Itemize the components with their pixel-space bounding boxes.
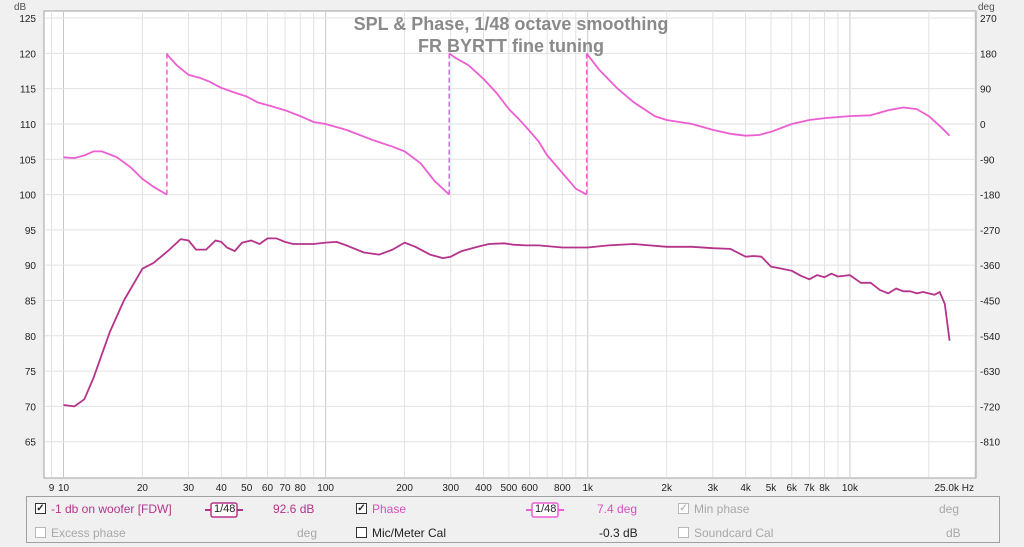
x-tick-label: 60 bbox=[262, 483, 274, 494]
x-tick-label: 4k bbox=[740, 483, 752, 494]
left-y-tick-label: 85 bbox=[25, 296, 37, 307]
right-y-tick-label: -810 bbox=[980, 438, 1000, 449]
soundcard-cal-label: Soundcard Cal bbox=[694, 526, 774, 540]
right-y-tick-label: 0 bbox=[980, 120, 986, 131]
x-tick-label: 80 bbox=[295, 483, 307, 494]
phase-smoothing-label: 1/48 bbox=[535, 503, 557, 515]
excess-phase-unit: deg bbox=[297, 526, 318, 540]
x-tick-label: 25.0k Hz bbox=[935, 483, 974, 494]
phase-curve bbox=[63, 150, 168, 196]
left-y-tick-label: 80 bbox=[25, 332, 37, 343]
left-y-tick-label: 120 bbox=[19, 49, 36, 60]
x-tick-label: 10k bbox=[842, 483, 859, 494]
x-tick-label: 70 bbox=[279, 483, 291, 494]
right-y-tick-label: -630 bbox=[980, 367, 1000, 378]
left-y-tick-label: 75 bbox=[25, 367, 37, 378]
x-tick-label: 9 bbox=[49, 483, 55, 494]
right-y-tick-label: -180 bbox=[980, 191, 1000, 202]
left-y-tick-label: 100 bbox=[19, 191, 36, 202]
spl-phase-chart: 9 10 20 30 40 50 60 70 80 100 200 300 400 500 600 800 1k… bbox=[14, 2, 1000, 494]
mic-cal-checkbox[interactable] bbox=[356, 527, 367, 538]
soundcard-cal-unit: dB bbox=[946, 526, 961, 540]
right-y-tick-label: -450 bbox=[980, 296, 1000, 307]
axis-tick-labels: 9 10 20 30 40 50 60 70 80 100 200 300 400 500 600 800 1k… bbox=[19, 14, 1000, 494]
minphase-label: Min phase bbox=[694, 502, 750, 516]
right-y-tick-label: 180 bbox=[980, 49, 997, 60]
minphase-unit: deg bbox=[939, 502, 960, 516]
phase-curve bbox=[585, 52, 951, 137]
chart-title: SPL & Phase, 1/48 octave smoothing bbox=[354, 14, 669, 34]
x-tick-label: 100 bbox=[317, 483, 334, 494]
left-y-tick-label: 125 bbox=[19, 14, 36, 25]
x-tick-label: 1k bbox=[583, 483, 595, 494]
right-y-tick-label: -270 bbox=[980, 226, 1000, 237]
x-tick-label: 20 bbox=[137, 483, 149, 494]
x-tick-label: 400 bbox=[475, 483, 492, 494]
chart-subtitle: FR BYRTT fine tuning bbox=[418, 36, 604, 56]
x-tick-label: 30 bbox=[183, 483, 195, 494]
spl-curve bbox=[63, 237, 951, 408]
minphase-checkbox[interactable] bbox=[678, 503, 689, 514]
left-y-tick-label: 90 bbox=[25, 261, 37, 272]
x-tick-label: 2k bbox=[661, 483, 673, 494]
spl-smoothing-label: 1/48 bbox=[214, 503, 236, 515]
right-y-tick-label: -90 bbox=[980, 155, 995, 166]
mic-cal-value: -0.3 dB bbox=[599, 526, 638, 540]
x-tick-label: 5k bbox=[766, 483, 778, 494]
right-y-tick-label: 270 bbox=[980, 14, 997, 25]
phase-curve bbox=[448, 52, 588, 196]
x-tick-label: 50 bbox=[241, 483, 253, 494]
left-y-tick-label: 70 bbox=[25, 402, 37, 413]
spl-smoothing-button[interactable]: 1/48 bbox=[205, 502, 243, 518]
left-y-tick-label: 105 bbox=[19, 155, 36, 166]
right-y-tick-label: 90 bbox=[980, 85, 992, 96]
x-tick-label: 3k bbox=[708, 483, 720, 494]
legend-panel: -1 db on woofer [FDW] 1/48 92.6 dB Phase… bbox=[26, 496, 1000, 543]
x-tick-label: 8k bbox=[819, 483, 831, 494]
phase-curve bbox=[166, 53, 450, 196]
phase-smoothing-button[interactable]: 1/48 bbox=[526, 502, 564, 518]
x-tick-label: 40 bbox=[216, 483, 228, 494]
mic-cal-label: Mic/Meter Cal bbox=[372, 526, 447, 540]
right-y-tick-label: -540 bbox=[980, 332, 1000, 343]
series-lines bbox=[63, 52, 951, 408]
right-axis-unit: deg bbox=[978, 2, 995, 13]
left-y-tick-label: 115 bbox=[20, 85, 36, 96]
right-y-tick-label: -360 bbox=[980, 261, 1000, 272]
x-tick-label: 600 bbox=[521, 483, 538, 494]
x-tick-label: 200 bbox=[396, 483, 413, 494]
x-tick-label: 800 bbox=[554, 483, 571, 494]
x-tick-label: 500 bbox=[501, 483, 518, 494]
x-tick-label: 300 bbox=[442, 483, 459, 494]
phase-series-label: Phase bbox=[372, 502, 407, 516]
phase-checkbox[interactable] bbox=[356, 503, 367, 514]
left-y-tick-label: 110 bbox=[20, 120, 36, 131]
spl-series-label: -1 db on woofer [FDW] bbox=[51, 502, 172, 516]
phase-cursor-value: 7.4 deg bbox=[597, 502, 638, 516]
left-axis-unit: dB bbox=[14, 2, 27, 13]
x-tick-label: 6k bbox=[786, 483, 798, 494]
excess-phase-label: Excess phase bbox=[51, 526, 126, 540]
x-tick-label: 10 bbox=[58, 483, 70, 494]
x-tick-label: 7k bbox=[804, 483, 816, 494]
spl-cursor-value: 92.6 dB bbox=[273, 502, 315, 516]
left-y-tick-label: 95 bbox=[25, 226, 37, 237]
spl-checkbox[interactable] bbox=[35, 503, 46, 514]
left-y-tick-label: 65 bbox=[25, 438, 37, 449]
excess-phase-checkbox[interactable] bbox=[35, 527, 46, 538]
soundcard-cal-checkbox[interactable] bbox=[678, 527, 689, 538]
right-y-tick-label: -720 bbox=[980, 402, 1000, 413]
